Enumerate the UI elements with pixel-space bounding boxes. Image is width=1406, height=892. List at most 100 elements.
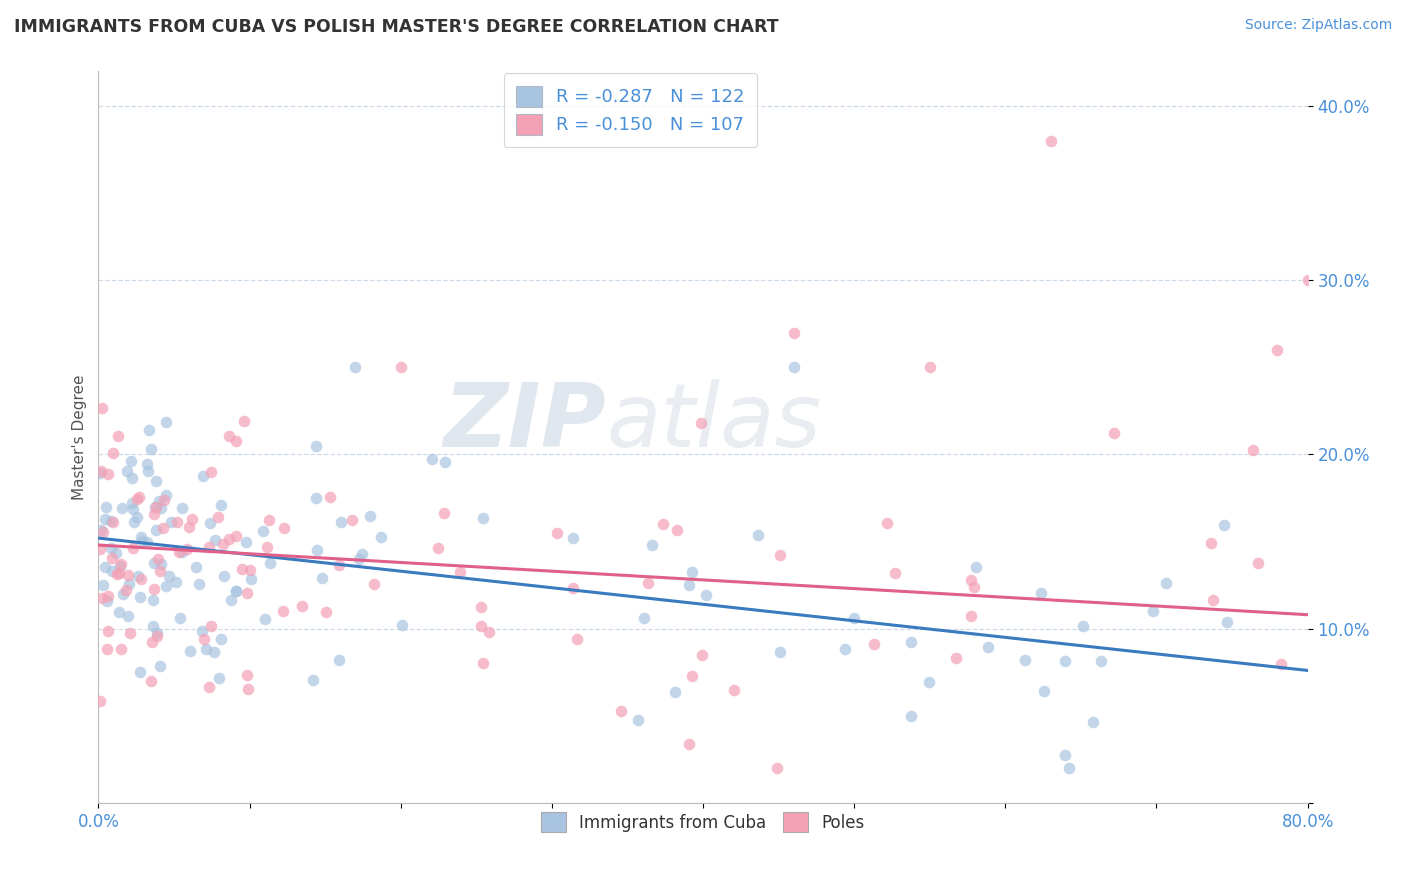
Point bbox=[311, 571, 333, 585]
Point bbox=[681, 565, 703, 579]
Point bbox=[236, 586, 259, 600]
Point bbox=[433, 455, 456, 469]
Point bbox=[93, 560, 115, 574]
Point bbox=[783, 360, 806, 375]
Point bbox=[1296, 273, 1319, 287]
Point bbox=[169, 611, 191, 625]
Point bbox=[876, 516, 898, 530]
Point bbox=[107, 566, 129, 581]
Point bbox=[127, 569, 149, 583]
Point bbox=[91, 401, 114, 416]
Text: atlas: atlas bbox=[606, 379, 821, 466]
Point bbox=[959, 609, 981, 624]
Point bbox=[977, 640, 1000, 654]
Point bbox=[1270, 657, 1292, 672]
Point bbox=[562, 531, 585, 545]
Point bbox=[110, 641, 132, 656]
Point bbox=[233, 414, 256, 428]
Point bbox=[200, 465, 222, 479]
Point bbox=[136, 457, 159, 471]
Point bbox=[122, 515, 145, 529]
Point bbox=[1102, 426, 1125, 441]
Point bbox=[259, 556, 281, 570]
Point bbox=[100, 514, 122, 528]
Point bbox=[305, 491, 328, 505]
Point bbox=[1014, 653, 1036, 667]
Point bbox=[115, 464, 138, 478]
Point bbox=[193, 632, 215, 647]
Point bbox=[195, 642, 218, 657]
Point bbox=[187, 576, 209, 591]
Point bbox=[159, 515, 181, 529]
Point bbox=[101, 550, 124, 565]
Point bbox=[179, 520, 201, 534]
Point bbox=[145, 475, 167, 489]
Point bbox=[664, 685, 686, 699]
Point bbox=[768, 645, 790, 659]
Point bbox=[1059, 761, 1081, 775]
Point bbox=[863, 637, 886, 651]
Point bbox=[218, 429, 240, 443]
Point bbox=[328, 558, 350, 572]
Point bbox=[236, 668, 259, 682]
Point bbox=[125, 509, 148, 524]
Point bbox=[121, 502, 143, 516]
Point bbox=[433, 506, 456, 520]
Point bbox=[157, 569, 180, 583]
Point bbox=[962, 580, 984, 594]
Point bbox=[94, 512, 117, 526]
Point bbox=[340, 513, 363, 527]
Point bbox=[90, 464, 112, 478]
Point bbox=[769, 548, 792, 562]
Point bbox=[94, 500, 117, 514]
Point bbox=[142, 619, 165, 633]
Point bbox=[218, 532, 240, 546]
Point bbox=[472, 511, 495, 525]
Point bbox=[235, 535, 257, 549]
Point bbox=[254, 611, 277, 625]
Point bbox=[129, 530, 152, 544]
Point bbox=[155, 416, 177, 430]
Point bbox=[105, 566, 128, 581]
Point bbox=[627, 713, 650, 727]
Point bbox=[143, 556, 166, 570]
Point bbox=[89, 541, 111, 556]
Point bbox=[208, 671, 231, 685]
Point bbox=[252, 524, 274, 539]
Point bbox=[204, 533, 226, 548]
Point bbox=[197, 540, 219, 554]
Point bbox=[146, 629, 169, 643]
Point bbox=[259, 512, 281, 526]
Point bbox=[695, 588, 717, 602]
Point bbox=[200, 619, 222, 633]
Point bbox=[666, 523, 689, 537]
Point bbox=[118, 626, 141, 640]
Point bbox=[633, 610, 655, 624]
Point bbox=[153, 492, 176, 507]
Point bbox=[145, 500, 167, 514]
Point bbox=[678, 577, 700, 591]
Point bbox=[420, 452, 443, 467]
Point bbox=[240, 572, 263, 586]
Point bbox=[391, 618, 413, 632]
Point bbox=[363, 577, 385, 591]
Point bbox=[918, 360, 941, 375]
Point bbox=[426, 541, 449, 555]
Point bbox=[546, 526, 568, 541]
Point bbox=[202, 645, 225, 659]
Point bbox=[93, 578, 115, 592]
Point bbox=[1053, 654, 1076, 668]
Point bbox=[191, 468, 214, 483]
Point bbox=[207, 509, 229, 524]
Point bbox=[110, 557, 132, 571]
Point bbox=[1071, 619, 1094, 633]
Point bbox=[1054, 748, 1077, 763]
Point bbox=[1090, 654, 1112, 668]
Point bbox=[105, 546, 128, 560]
Point bbox=[723, 683, 745, 698]
Point bbox=[146, 551, 169, 566]
Point bbox=[344, 360, 367, 375]
Point bbox=[97, 589, 120, 603]
Point bbox=[128, 665, 150, 679]
Point bbox=[652, 516, 675, 531]
